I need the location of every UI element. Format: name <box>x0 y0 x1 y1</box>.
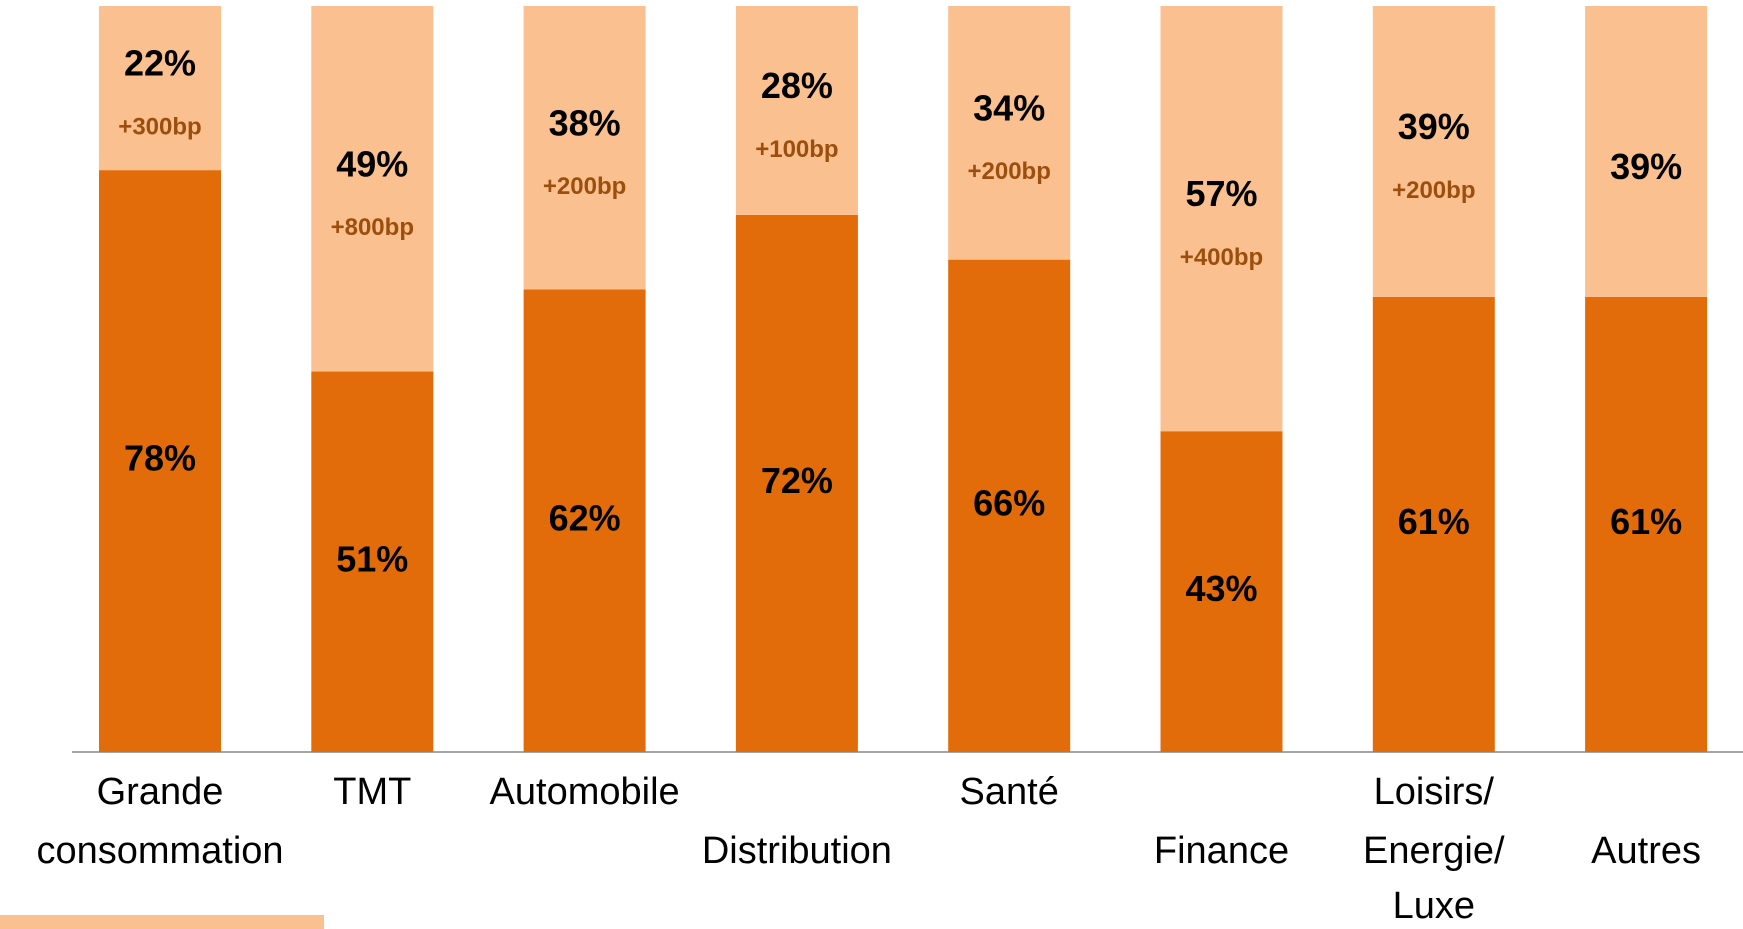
x-tick-label: Autres <box>1591 830 1701 872</box>
bar-segment <box>523 289 646 752</box>
x-tick-label-line: consommation <box>36 830 283 872</box>
x-tick-label: Loisirs/Energie/Luxe <box>1363 771 1505 927</box>
x-tick-label-line: Energie/ <box>1363 830 1505 872</box>
value-label: 28% <box>761 65 833 106</box>
x-tick-label: Grande consommation <box>36 771 283 872</box>
x-tick-label-line: Santé <box>960 771 1059 813</box>
value-label: 39% <box>1610 146 1682 187</box>
value-label: 57% <box>1185 173 1257 214</box>
annotation: +200bp <box>1392 177 1475 204</box>
value-label: 72% <box>761 460 833 501</box>
bar-segment <box>311 6 434 372</box>
x-tick-label-line: Finance <box>1154 830 1289 872</box>
value-label: 61% <box>1398 501 1470 542</box>
x-tick-label-line: Grande <box>97 771 224 813</box>
bar-segment <box>948 259 1071 752</box>
value-label: 38% <box>549 102 621 143</box>
bar-segment <box>735 6 858 215</box>
bar-segment <box>1160 6 1283 432</box>
value-label: 62% <box>549 497 621 538</box>
annotation: +100bp <box>755 136 838 163</box>
x-tick-label-line: Automobile <box>490 771 680 813</box>
x-tick-label-line: TMT <box>333 771 411 813</box>
value-label: 61% <box>1610 501 1682 542</box>
x-tick-label-line: Luxe <box>1393 885 1475 927</box>
value-label: 49% <box>336 143 408 184</box>
value-label: 22% <box>124 43 196 84</box>
x-tick-label-line: Loisirs/ <box>1374 771 1495 813</box>
bar-segment <box>99 6 221 171</box>
bar-segment <box>311 371 434 752</box>
bar-segment <box>1372 6 1495 297</box>
x-tick-label: Distribution <box>702 830 892 872</box>
bar-segment <box>735 214 858 752</box>
bar-segment <box>523 6 646 290</box>
value-label: 34% <box>973 87 1045 128</box>
bar-segment <box>1372 296 1495 752</box>
value-label: 78% <box>124 438 196 479</box>
bar-segment <box>948 6 1071 260</box>
x-tick-label: Automobile <box>490 771 680 813</box>
annotation: +200bp <box>543 173 626 200</box>
value-label: 39% <box>1398 106 1470 147</box>
x-tick-label: TMT <box>333 771 411 813</box>
annotation: +400bp <box>1180 244 1263 271</box>
x-tick-label-line: Autres <box>1591 830 1701 872</box>
bar-segment <box>99 170 221 752</box>
x-tick-label-line: Distribution <box>702 830 892 872</box>
x-tick-label: Finance <box>1154 830 1289 872</box>
annotation: +300bp <box>118 113 201 140</box>
annotation: +200bp <box>968 158 1051 185</box>
bar-segment <box>1160 431 1283 752</box>
x-tick-label: Santé <box>960 771 1059 813</box>
legend-swatch <box>0 915 324 929</box>
annotation: +800bp <box>331 214 414 241</box>
value-label: 66% <box>973 482 1045 523</box>
bar-segment <box>1585 296 1708 752</box>
value-label: 43% <box>1185 568 1257 609</box>
bar-segment <box>1585 6 1708 297</box>
value-label: 51% <box>336 538 408 579</box>
